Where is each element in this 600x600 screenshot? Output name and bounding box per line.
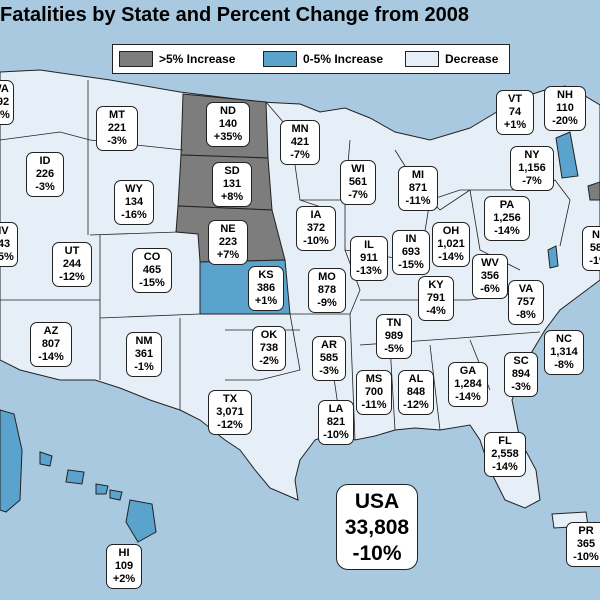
- legend-label: >5% Increase: [159, 52, 236, 66]
- region-ak: [0, 409, 23, 513]
- state-label-vt: VT 74 +1%: [496, 90, 534, 135]
- state-label-ok: OK 738 -2%: [252, 326, 286, 371]
- hawaii-islands: [39, 451, 157, 543]
- map-legend: >5% Increase 0-5% Increase Decrease: [112, 44, 510, 74]
- state-label-nm: NM 361 -1%: [126, 332, 162, 377]
- state-label-sd: SD 131 +8%: [212, 162, 252, 207]
- region-vt: [555, 131, 579, 179]
- state-label-ky: KY 791 -4%: [418, 276, 454, 321]
- state-label-hi: HI 109 +2%: [106, 544, 142, 589]
- state-label-nv: NV243-25%: [0, 222, 18, 267]
- state-label-wy: WY 134 -16%: [114, 180, 154, 225]
- state-label-pa: PA 1,256 -14%: [484, 196, 530, 241]
- state-label-ms: MS 700 -11%: [356, 370, 392, 415]
- state-label-ne: NE 223 +7%: [208, 220, 248, 265]
- legend-item-gt5-increase: >5% Increase: [119, 51, 235, 67]
- usa-change: -10%: [352, 542, 402, 565]
- state-label-id: ID 226 -3%: [26, 152, 64, 197]
- legend-label: 0-5% Increase: [303, 52, 384, 66]
- state-label-nh: NH 110 -20%: [544, 86, 586, 131]
- state-label-ut: UT 244 -12%: [52, 242, 92, 287]
- usa-name: USA: [354, 490, 400, 513]
- region-me-corner: [587, 181, 600, 201]
- state-label-ks: KS 386 +1%: [248, 266, 284, 311]
- state-label-sc: SC 894 -3%: [504, 352, 538, 397]
- usa-value: 33,808: [344, 516, 410, 539]
- state-label-nc: NC 1,314 -8%: [544, 330, 584, 375]
- state-label-in: IN 693 -15%: [392, 230, 430, 275]
- state-label-wi: WI 561 -7%: [340, 160, 376, 205]
- state-label-tn: TN 989 -5%: [376, 314, 412, 359]
- legend-swatch: [119, 51, 153, 67]
- state-label-il: IL 911 -13%: [350, 236, 388, 281]
- state-label-pr: PR 365 -10%: [566, 522, 600, 567]
- state-label-mo: MO 878 -9%: [308, 268, 346, 313]
- state-label-nj: NJ584-1%: [582, 226, 600, 271]
- state-label-ny: NY 1,156 -7%: [510, 146, 554, 191]
- state-label-nd: ND 140 +35%: [206, 102, 250, 147]
- state-label-wa: WA492-6%: [0, 80, 14, 125]
- state-label-mn: MN 421 -7%: [280, 120, 320, 165]
- state-label-tx: TX 3,071 -12%: [208, 390, 252, 435]
- legend-item-decrease: Decrease: [405, 51, 498, 67]
- state-label-va: VA 757 -8%: [508, 280, 544, 325]
- state-label-ia: IA 372 -10%: [296, 206, 336, 251]
- state-label-co: CO 465 -15%: [132, 248, 172, 293]
- state-label-az: AZ 807 -14%: [30, 322, 72, 367]
- state-label-al: AL 848 -12%: [398, 370, 434, 415]
- region-de: [547, 245, 559, 269]
- legend-item-0-5-increase: 0-5% Increase: [263, 51, 383, 67]
- legend-swatch: [405, 51, 439, 67]
- state-label-ga: GA 1,284 -14%: [448, 362, 488, 407]
- state-label-wv: WV 356 -6%: [472, 254, 508, 299]
- state-label-ar: AR 585 -3%: [312, 336, 346, 381]
- state-label-mi: MI 871 -11%: [398, 166, 438, 211]
- map-title: Fatalities by State and Percent Change f…: [0, 4, 470, 26]
- state-label-la: LA 821 -10%: [318, 400, 354, 445]
- usa-total-box: USA 33,808 -10%: [336, 484, 418, 570]
- legend-swatch: [263, 51, 297, 67]
- state-label-fl: FL 2,558 -14%: [484, 432, 526, 477]
- legend-label: Decrease: [445, 52, 499, 66]
- state-label-mt: MT 221 -3%: [96, 106, 138, 151]
- state-label-oh: OH 1,021 -14%: [432, 222, 470, 267]
